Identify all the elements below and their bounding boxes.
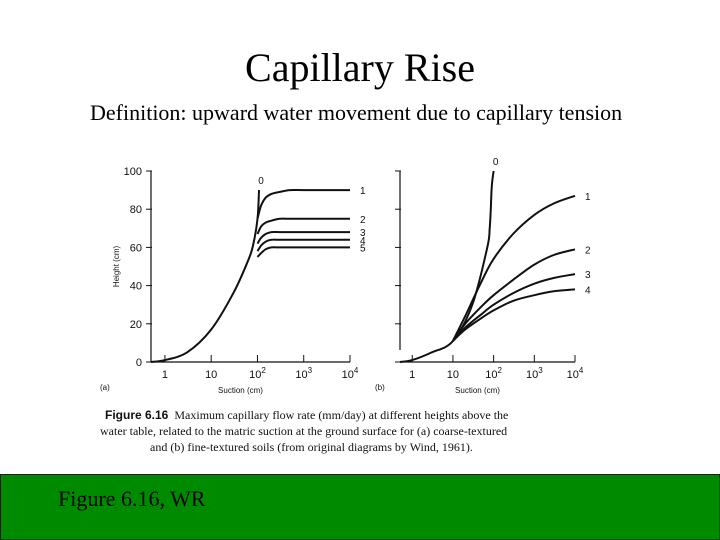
x-tick-label: 102 — [485, 366, 502, 381]
y-tick-label: 20 — [130, 319, 142, 331]
footer-bar: Figure 6.16, WR — [0, 474, 720, 540]
series-line-4 — [452, 288, 576, 342]
figure-caption-line-3: and (b) fine-textured soils (from origin… — [150, 440, 473, 454]
series-line-3 — [452, 273, 576, 342]
series-line-3 — [256, 230, 350, 245]
series-line-2 — [452, 248, 576, 342]
y-tick-label: 80 — [130, 204, 142, 216]
series-label-1: 1 — [585, 192, 591, 203]
series-label-1: 1 — [360, 186, 366, 197]
series-line-2 — [256, 217, 350, 235]
series-label-0: 0 — [493, 157, 499, 168]
x-tick-label: 103 — [526, 366, 543, 381]
series-line-1 — [256, 188, 350, 220]
x-tick-label: 103 — [295, 366, 312, 381]
x-tick-label: 1 — [162, 369, 168, 381]
series-label-0: 0 — [258, 176, 264, 187]
figure-caption-number: Figure 6.16 — [105, 408, 169, 422]
series-label-3: 3 — [585, 270, 591, 281]
y-tick-label: 100 — [124, 166, 142, 178]
x-tick-label: 102 — [249, 366, 266, 381]
figure-caption-line-2: water table, related to the matric sucti… — [100, 424, 508, 438]
figure-caption-text-1: Maximum capillary flow rate (mm/day) at … — [174, 408, 509, 422]
series-label-2: 2 — [360, 215, 366, 226]
series-label-2: 2 — [585, 245, 591, 256]
y-tick-label: 40 — [130, 281, 142, 293]
x-tick-label: 10 — [447, 369, 459, 381]
panel-label: (a) — [100, 383, 110, 392]
series-line-5 — [256, 246, 350, 258]
series-line-0 — [150, 190, 260, 363]
series-label-4: 4 — [360, 236, 366, 247]
x-axis-label: Suction (cm) — [218, 386, 263, 395]
slide-subtitle: Definition: upward water movement due to… — [90, 100, 623, 125]
x-tick-label: 1 — [409, 369, 415, 381]
figure-6-16: 1 10 102 103 104 0 20 40 60 80 100 Suction (cm) Heig… — [95, 150, 605, 460]
figure-caption-line-1: Figure 6.16 Maximum capillary flow rate … — [105, 408, 508, 423]
x-tick-label: 104 — [567, 366, 584, 381]
slide-title: Capillary Rise — [245, 45, 475, 90]
footer-text: Figure 6.16, WR — [58, 486, 206, 511]
y-tick-label: 0 — [136, 357, 142, 369]
series-label-5: 5 — [360, 243, 366, 254]
x-tick-label: 10 — [205, 369, 217, 381]
y-tick-label: 60 — [130, 242, 142, 254]
x-axis-label: Suction (cm) — [455, 386, 500, 395]
y-axis-label: Height (cm) — [112, 245, 121, 287]
series-label-4: 4 — [585, 285, 591, 296]
series-label-3: 3 — [360, 228, 366, 239]
series-line-1 — [452, 194, 576, 342]
series-line-4 — [256, 238, 350, 252]
x-tick-label: 104 — [342, 366, 359, 381]
panel-label: (b) — [375, 383, 385, 392]
series-line-0 — [399, 170, 495, 363]
